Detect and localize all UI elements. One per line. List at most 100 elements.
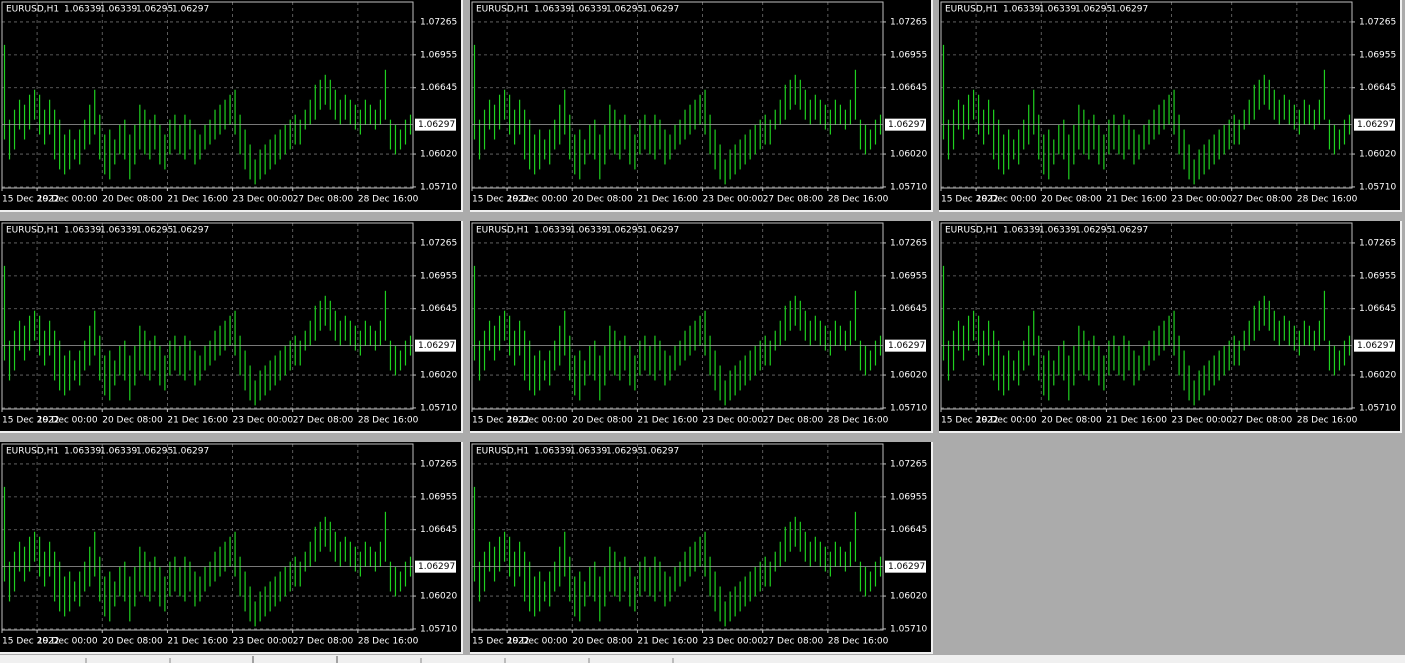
y-tick-label: 1.05710 [890,624,927,634]
x-tick-label: 27 Dec 08:00 [293,195,354,205]
last-price-label: 1.06297 [418,562,455,572]
y-tick-label: 1.06020 [890,371,927,381]
symbol-label: EURUSD,H1 [476,447,529,457]
x-tick-label: 23 Dec 00:00 [703,416,764,426]
y-tick-label: 1.07265 [420,17,457,27]
x-tick-label: 27 Dec 08:00 [1232,416,1293,426]
y-tick-label: 1.06645 [420,83,457,93]
x-tick-label: 27 Dec 08:00 [763,416,824,426]
last-price-box [885,118,926,131]
last-price-label: 1.06297 [418,341,455,351]
last-price-box [1354,339,1395,352]
last-price-box [885,339,926,352]
ohlc-value: 1.06297 [642,5,679,15]
last-price-label: 1.06297 [418,120,455,130]
ohlc-value: 1.06297 [172,447,209,457]
x-tick-label: 19 Dec 00:00 [37,416,98,426]
y-tick-label: 1.06645 [420,525,457,535]
chart-window: 1.05710 1.06020 1.06645 1.06955 1.07265 15 De… [470,221,933,433]
last-price-box [415,339,456,352]
x-tick-label: 15 Dec 2022 [2,416,60,426]
x-tick-label: 28 Dec 16:00 [1297,416,1358,426]
x-tick-label: 28 Dec 16:00 [828,195,889,205]
y-tick-label: 1.06645 [890,83,927,93]
x-tick-label: 15 Dec 2022 [941,416,999,426]
y-tick-label: 1.07265 [890,238,927,248]
ohlc-value: 1.06339 [534,447,571,457]
last-price-label: 1.06297 [1357,120,1394,130]
plot-border [471,222,884,410]
x-tick-label: 21 Dec 16:00 [167,637,228,647]
x-tick-label: 28 Dec 16:00 [358,195,419,205]
ohlc-value: 1.06295 [136,226,173,236]
y-tick-label: 1.07265 [1359,17,1396,27]
y-tick-label: 1.06955 [890,50,927,60]
chart-window: 1.05710 1.06020 1.06645 1.06955 1.07265 15 De… [0,442,463,654]
x-tick-label: 23 Dec 00:00 [703,195,764,205]
x-tick-label: 28 Dec 16:00 [1297,195,1358,205]
x-tick-label: 20 Dec 08:00 [572,637,633,647]
x-tick-label: 21 Dec 16:00 [1106,416,1167,426]
ohlc-value: 1.06339 [64,447,101,457]
y-tick-label: 1.07265 [420,238,457,248]
ohlc-value: 1.06339 [570,226,607,236]
ohlc-value: 1.06297 [642,226,679,236]
y-tick-label: 1.06645 [890,304,927,314]
ohlc-value: 1.06297 [172,5,209,15]
y-tick-label: 1.06020 [420,592,457,602]
chart-window: 1.05710 1.06020 1.06645 1.06955 1.07265 15 De… [0,221,463,433]
plot-border [1,443,414,631]
y-tick-label: 1.05710 [1359,182,1396,192]
last-price-label: 1.06297 [1357,341,1394,351]
x-tick-label: 28 Dec 16:00 [828,416,889,426]
y-tick-label: 1.06020 [1359,150,1396,160]
plot-border [471,1,884,189]
x-tick-label: 21 Dec 16:00 [637,416,698,426]
y-tick-label: 1.05710 [420,403,457,413]
last-price-box [415,560,456,573]
tab-bar [0,655,1405,663]
ohlc-value: 1.06339 [100,447,137,457]
y-tick-label: 1.07265 [1359,238,1396,248]
ohlc-value: 1.06339 [1039,226,1076,236]
y-tick-label: 1.07265 [890,459,927,469]
ohlc-value: 1.06339 [1039,5,1076,15]
x-tick-label: 21 Dec 16:00 [1106,195,1167,205]
x-tick-label: 28 Dec 16:00 [828,637,889,647]
y-tick-label: 1.07265 [420,459,457,469]
x-tick-label: 20 Dec 08:00 [572,195,633,205]
x-tick-label: 19 Dec 00:00 [976,416,1037,426]
x-tick-label: 28 Dec 16:00 [358,416,419,426]
symbol-label: EURUSD,H1 [6,226,59,236]
x-tick-label: 21 Dec 16:00 [637,637,698,647]
ohlc-value: 1.06295 [136,447,173,457]
x-tick-label: 23 Dec 00:00 [233,195,294,205]
x-tick-label: 23 Dec 00:00 [233,416,294,426]
y-tick-label: 1.06955 [420,492,457,502]
ohlc-value: 1.06339 [100,5,137,15]
x-tick-label: 15 Dec 2022 [2,195,60,205]
y-tick-label: 1.05710 [420,624,457,634]
y-tick-label: 1.05710 [420,182,457,192]
chart-window: 1.05710 1.06020 1.06645 1.06955 1.07265 15 De… [470,442,933,654]
y-tick-label: 1.06955 [420,50,457,60]
x-tick-label: 23 Dec 00:00 [1172,195,1233,205]
symbol-label: EURUSD,H1 [6,447,59,457]
x-tick-label: 21 Dec 16:00 [167,416,228,426]
x-tick-label: 20 Dec 08:00 [1041,416,1102,426]
ohlc-value: 1.06297 [1111,5,1148,15]
x-tick-label: 19 Dec 00:00 [976,195,1037,205]
ohlc-value: 1.06297 [1111,226,1148,236]
ohlc-value: 1.06339 [534,5,571,15]
x-tick-label: 27 Dec 08:00 [763,195,824,205]
y-tick-label: 1.06955 [890,271,927,281]
x-tick-label: 20 Dec 08:00 [1041,195,1102,205]
x-tick-label: 19 Dec 00:00 [37,195,98,205]
ohlc-value: 1.06295 [1075,226,1112,236]
y-tick-label: 1.06020 [890,592,927,602]
y-tick-label: 1.06955 [890,492,927,502]
last-price-label: 1.06297 [888,341,925,351]
ohlc-value: 1.06295 [606,447,643,457]
y-tick-label: 1.06955 [420,271,457,281]
ohlc-value: 1.06339 [534,226,571,236]
